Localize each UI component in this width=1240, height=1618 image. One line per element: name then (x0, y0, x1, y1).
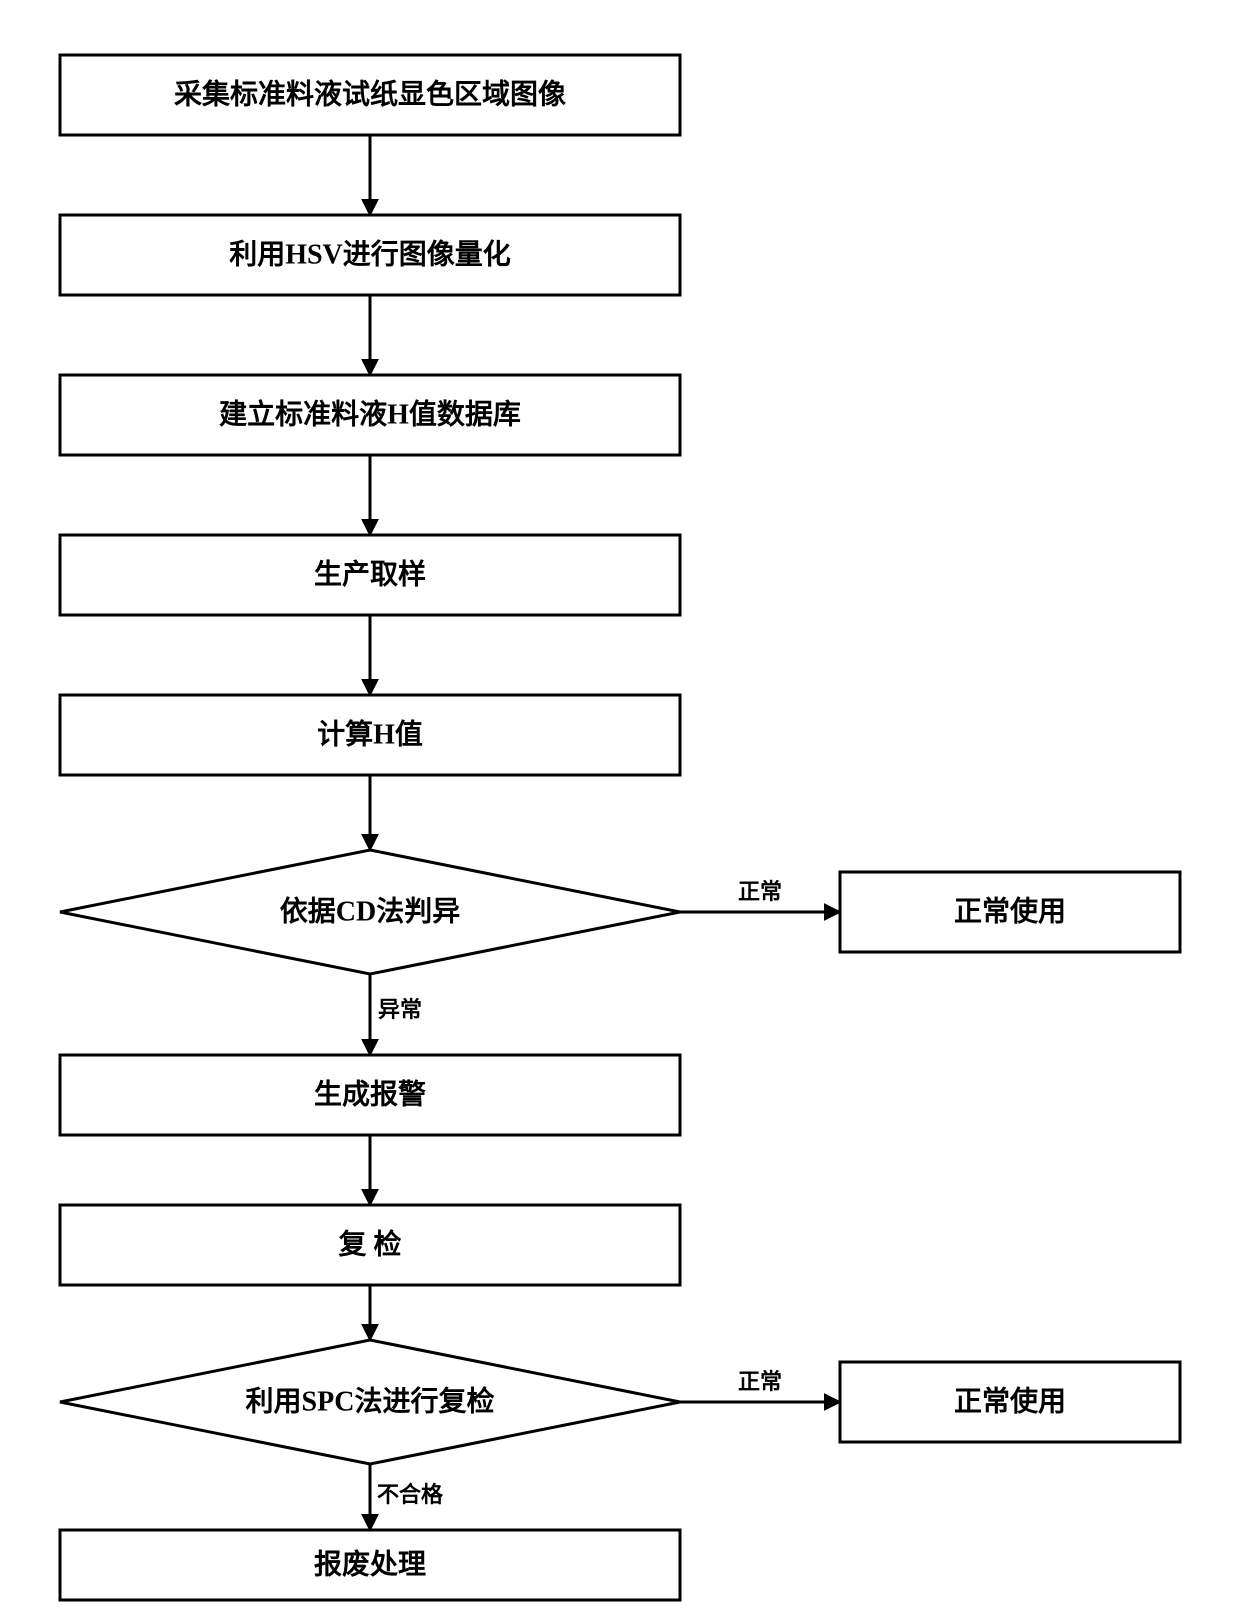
box-label: 复 检 (338, 1227, 401, 1260)
box-label: 正常使用 (954, 895, 1066, 927)
flowchart: 正常异常正常不合格采集标准料液试纸显色区域图像利用HSV进行图像量化建立标准料液… (0, 0, 1240, 1618)
box-label: 采集标准料液试纸显色区域图像 (174, 77, 567, 110)
box-label: 报废处理 (314, 1548, 426, 1580)
edge-label: 正常 (738, 1369, 782, 1394)
box-label: 生成报警 (314, 1078, 426, 1110)
edge-label: 异常 (378, 997, 422, 1022)
box-label: 计算H值 (317, 717, 423, 750)
edge-label: 正常 (738, 879, 782, 904)
box-label: 建立标准料液H值数据库 (219, 397, 521, 430)
box-label: 利用HSV进行图像量化 (229, 237, 511, 270)
box-label: 依据CD法判异 (280, 895, 460, 927)
box-label: 生产取样 (314, 557, 426, 590)
box-label: 利用SPC法进行复检 (246, 1384, 495, 1417)
edge-label: 不合格 (377, 1482, 444, 1507)
box-label: 正常使用 (954, 1385, 1066, 1417)
